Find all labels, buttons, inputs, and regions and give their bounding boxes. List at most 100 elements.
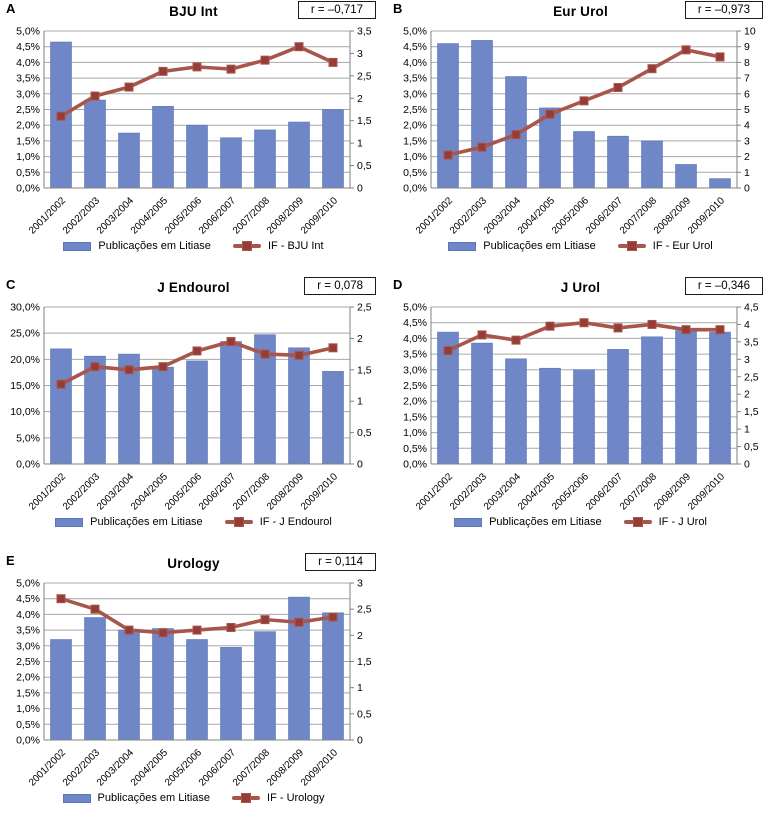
chart-title: J Endourol bbox=[157, 280, 230, 295]
panel-label: C bbox=[6, 277, 16, 292]
left-axis-tick-label: 0,5% bbox=[403, 443, 427, 455]
line-marker bbox=[260, 615, 270, 625]
left-axis-tick-label: 3,0% bbox=[16, 88, 40, 100]
x-axis-tick-label: 2009/2010 bbox=[299, 471, 341, 513]
legend-line-label: IF - Eur Urol bbox=[652, 240, 713, 252]
left-axis-tick-label: 1,0% bbox=[16, 151, 40, 163]
left-axis-tick-label: 3,0% bbox=[403, 364, 427, 376]
right-axis-tick-label: 0 bbox=[357, 183, 363, 195]
left-axis-tick-label: 1,0% bbox=[403, 427, 427, 439]
left-axis-tick-label: 5,0% bbox=[16, 26, 40, 38]
bar bbox=[471, 342, 493, 465]
right-axis-tick-label: 9 bbox=[744, 41, 750, 53]
right-axis-tick-label: 1 bbox=[357, 138, 363, 150]
right-axis-tick-label: 0,5 bbox=[357, 427, 372, 439]
right-axis-tick-label: 3 bbox=[357, 48, 363, 60]
line-marker bbox=[647, 64, 657, 74]
legend-bar-label: Publicações em Litiase bbox=[483, 240, 596, 252]
chart-panel-b: B Eur Urol r = –0,973 0,0% 0,5% 1,0% 1,5% 2,… bbox=[387, 0, 774, 276]
panel-header: A BJU Int r = –0,717 bbox=[0, 0, 387, 26]
legend-line-swatch-icon bbox=[232, 241, 261, 251]
right-axis-tick-label: 1 bbox=[744, 424, 750, 436]
bar bbox=[220, 341, 242, 465]
left-axis-tick-label: 30,0% bbox=[10, 302, 40, 314]
right-axis-tick-label: 3,5 bbox=[357, 26, 372, 38]
right-axis-tick-label: 7 bbox=[744, 73, 750, 85]
bar bbox=[254, 129, 276, 189]
line-marker bbox=[158, 628, 168, 638]
left-axis-tick-label: 1,0% bbox=[16, 703, 40, 715]
line-marker bbox=[647, 319, 657, 329]
legend-bar-label: Publicações em Litiase bbox=[97, 792, 211, 804]
left-axis-tick-label: 1,5% bbox=[16, 135, 40, 147]
left-axis-tick-label: 3,0% bbox=[403, 88, 427, 100]
bar bbox=[152, 106, 174, 189]
left-axis-tick-label: 2,5% bbox=[403, 104, 427, 116]
right-axis-tick-label: 4,5 bbox=[744, 302, 759, 314]
line-marker bbox=[260, 349, 270, 359]
right-axis-tick-label: 1 bbox=[357, 396, 363, 408]
left-axis-tick-label: 10,0% bbox=[10, 406, 40, 418]
x-axis-tick-label: 2009/2010 bbox=[299, 195, 341, 237]
legend-line-label: IF - Urology bbox=[267, 792, 325, 804]
line-marker bbox=[294, 42, 304, 52]
right-axis-tick-label: 3 bbox=[357, 578, 363, 590]
legend-bar-swatch-icon bbox=[63, 241, 92, 251]
chart-legend: Publicações em Litiase IF - BJU Int bbox=[0, 240, 387, 252]
line-marker bbox=[477, 142, 487, 152]
x-axis-tick-label: 2009/2010 bbox=[686, 195, 728, 237]
chart-legend: Publicações em Litiase IF - J Urol bbox=[387, 516, 774, 528]
line-marker bbox=[192, 62, 202, 72]
line-marker bbox=[124, 625, 134, 635]
line-marker bbox=[124, 365, 134, 375]
panel-header: E Urology r = 0,114 bbox=[0, 552, 387, 578]
legend-line-label: IF - BJU Int bbox=[267, 240, 324, 252]
chart-title: BJU Int bbox=[169, 4, 218, 19]
left-axis-tick-label: 4,0% bbox=[403, 57, 427, 69]
right-axis-tick-label: 3 bbox=[744, 354, 750, 366]
right-axis-tick-label: 4 bbox=[744, 120, 750, 132]
right-axis-tick-label: 6 bbox=[744, 88, 750, 100]
right-axis-tick-label: 0 bbox=[357, 459, 363, 471]
line-marker bbox=[90, 604, 100, 614]
bar bbox=[675, 330, 697, 465]
left-axis-tick-label: 0,5% bbox=[16, 719, 40, 731]
line-marker bbox=[715, 52, 725, 62]
left-axis-tick-label: 0,5% bbox=[16, 167, 40, 179]
correlation-box: r = –0,346 bbox=[684, 277, 763, 295]
correlation-box: r = 0,078 bbox=[304, 277, 376, 295]
right-axis-tick-label: 2 bbox=[744, 151, 750, 163]
panel-label: A bbox=[6, 1, 16, 16]
bar bbox=[709, 178, 731, 189]
line-marker bbox=[90, 91, 100, 101]
left-axis-tick-label: 3,0% bbox=[16, 640, 40, 652]
legend-bar-swatch-icon bbox=[62, 793, 91, 803]
left-axis-tick-label: 5,0% bbox=[403, 302, 427, 314]
left-axis-tick-label: 20,0% bbox=[10, 354, 40, 366]
right-axis-tick-label: 2 bbox=[744, 389, 750, 401]
right-axis-tick-label: 0,5 bbox=[357, 160, 372, 172]
left-axis-tick-label: 5,0% bbox=[16, 578, 40, 590]
left-axis-tick-label: 5,0% bbox=[403, 26, 427, 38]
right-axis-tick-label: 4 bbox=[744, 319, 750, 331]
right-axis-tick-label: 2 bbox=[357, 630, 363, 642]
chart-legend: Publicações em Litiase IF - Eur Urol bbox=[387, 240, 774, 252]
left-axis-tick-label: 2,5% bbox=[403, 380, 427, 392]
bar bbox=[322, 612, 344, 741]
right-axis-tick-label: 5 bbox=[744, 104, 750, 116]
legend-bar-swatch-icon bbox=[454, 517, 483, 527]
left-axis-tick-label: 2,5% bbox=[16, 104, 40, 116]
line-marker bbox=[545, 321, 555, 331]
bar bbox=[709, 331, 731, 465]
bar bbox=[322, 371, 344, 465]
line-marker bbox=[613, 323, 623, 333]
line-marker bbox=[226, 64, 236, 74]
right-axis-tick-label: 1 bbox=[744, 167, 750, 179]
bar bbox=[50, 639, 72, 741]
left-axis-tick-label: 4,5% bbox=[403, 317, 427, 329]
line-marker bbox=[613, 83, 623, 93]
right-axis-tick-label: 2 bbox=[357, 93, 363, 105]
line-marker bbox=[226, 337, 236, 347]
line-marker bbox=[443, 346, 453, 356]
bar bbox=[118, 132, 140, 189]
